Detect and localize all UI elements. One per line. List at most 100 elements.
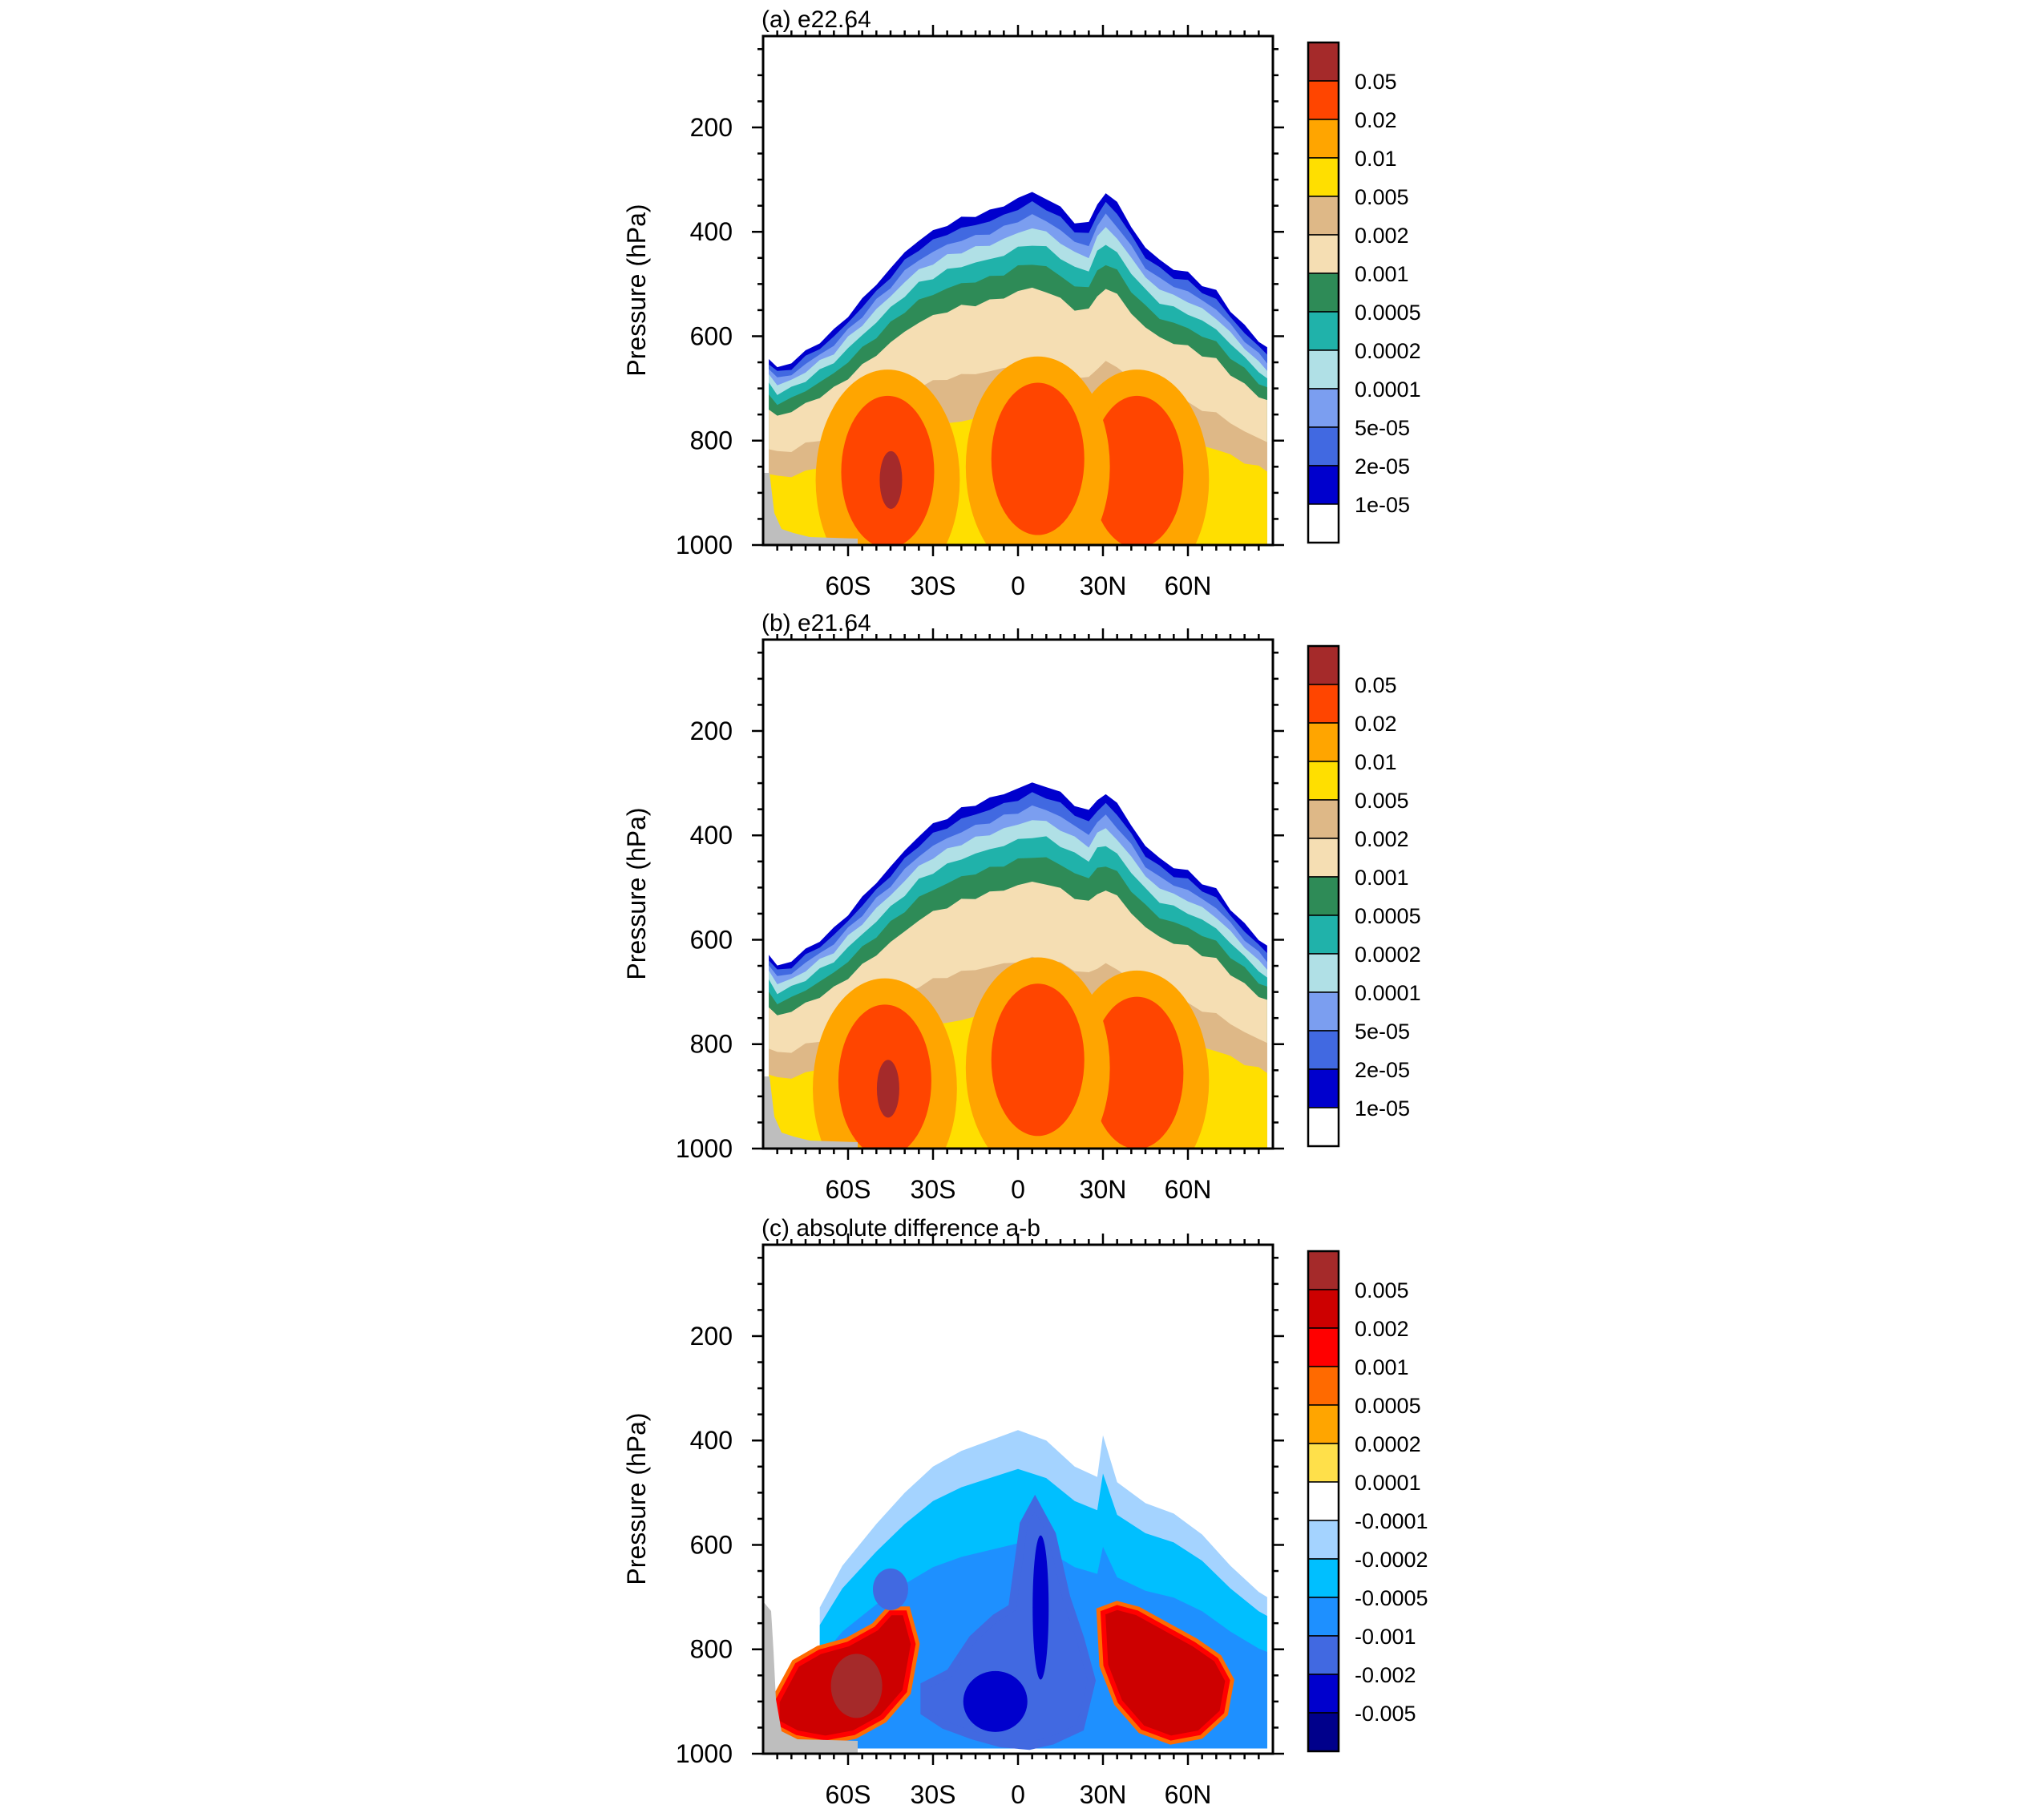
colorbar-frame xyxy=(1307,1250,1340,1753)
colorbar-label: -0.0002 xyxy=(1355,1548,1428,1572)
colorbar-label: -0.0001 xyxy=(1355,1509,1428,1533)
negative-peak xyxy=(1032,1535,1049,1680)
colorbar-box xyxy=(1307,1674,1339,1714)
x-tick-label: 0 xyxy=(1011,1780,1025,1805)
colorbar-box xyxy=(1307,388,1339,428)
y-tick-label: 200 xyxy=(690,717,733,745)
colorbar-label: 0.0002 xyxy=(1355,943,1421,967)
colorbar-box xyxy=(1307,503,1339,543)
panel-a-y-axis: 200 400 600 800 1000 xyxy=(676,48,1284,559)
x-tick-label: 30N xyxy=(1080,571,1127,600)
colorbar-box xyxy=(1307,1030,1339,1070)
y-tick-label: 1000 xyxy=(676,531,733,559)
positive-region xyxy=(1100,1605,1230,1741)
colorbar-box xyxy=(1307,915,1339,955)
colorbar-box xyxy=(1307,1289,1339,1329)
colorbar-box xyxy=(1307,80,1339,120)
colorbar-box xyxy=(1307,684,1339,724)
colorbar-label: 2e-05 xyxy=(1355,1058,1410,1082)
panel-b-title: (b) e21.64 xyxy=(761,610,871,636)
colorbar-label: 2e-05 xyxy=(1355,454,1410,479)
negative-peak xyxy=(963,1670,1028,1732)
colorbar-box xyxy=(1307,311,1339,351)
colorbar-label: 0.005 xyxy=(1355,1278,1409,1302)
colorbar-box xyxy=(1307,1712,1339,1752)
contour-core-peak xyxy=(876,1060,899,1118)
colorbar-box xyxy=(1307,273,1339,313)
colorbar-label: 0.0005 xyxy=(1355,301,1421,325)
colorbar-box xyxy=(1307,42,1339,82)
panel-b-x-axis: 60S 30S 0 30N 60N xyxy=(776,628,1260,1204)
y-tick-label: 800 xyxy=(690,1030,733,1059)
x-tick-label: 30S xyxy=(911,1780,956,1805)
panel-b-colorbar: 0.05 0.02 0.01 0.005 0.002 0.001 0.0005 0.0002 0… xyxy=(1307,644,1421,1148)
y-tick-label: 600 xyxy=(690,321,733,350)
contour-core-peak xyxy=(879,450,903,509)
panel-c-y-axis: 200 400 600 800 1000 xyxy=(676,1257,1284,1768)
x-tick-label: 60S xyxy=(826,571,871,600)
colorbar-box xyxy=(1307,876,1339,916)
colorbar-label: 0.0005 xyxy=(1355,904,1421,928)
negative-spot xyxy=(873,1568,908,1610)
x-tick-label: 60N xyxy=(1165,1175,1212,1204)
positive-peak xyxy=(830,1654,883,1718)
colorbar-label: 0.002 xyxy=(1355,827,1409,851)
y-tick-label: 1000 xyxy=(676,1134,733,1163)
colorbar-box xyxy=(1307,1558,1339,1598)
y-tick-label: 200 xyxy=(690,1322,733,1351)
panel-a-title: (a) e22.64 xyxy=(761,6,871,33)
x-tick-label: 60N xyxy=(1165,571,1212,600)
panel-c: (c) absolute difference a-b 200 400 600 800… xyxy=(622,1215,1428,1805)
panel-b-missing-data xyxy=(763,1076,858,1149)
y-tick-label: 1000 xyxy=(676,1739,733,1768)
colorbar-label: -0.0005 xyxy=(1355,1586,1428,1610)
colorbar-label: 0.01 xyxy=(1355,147,1397,171)
y-tick-label: 200 xyxy=(690,113,733,142)
colorbar-box xyxy=(1307,953,1339,993)
colorbar-label: 1e-05 xyxy=(1355,1096,1410,1121)
panel-b-ylabel: Pressure (hPa) xyxy=(622,807,651,979)
colorbar-box xyxy=(1307,349,1339,390)
x-tick-label: 60S xyxy=(826,1780,871,1805)
x-tick-label: 30N xyxy=(1080,1780,1127,1805)
y-tick-label: 800 xyxy=(690,1635,733,1664)
colorbar-label: 0.0001 xyxy=(1355,378,1421,402)
colorbar-label: 0.01 xyxy=(1355,750,1397,774)
colorbar-box xyxy=(1307,1107,1339,1147)
panel-c-title: (c) absolute difference a-b xyxy=(761,1215,1040,1242)
panel-b-layers xyxy=(769,782,1267,1149)
colorbar-box xyxy=(1307,991,1339,1032)
panel-b-plot xyxy=(763,640,1273,1149)
colorbar-label: 0.02 xyxy=(1355,712,1397,736)
y-tick-label: 400 xyxy=(690,1426,733,1455)
colorbar-label: -0.005 xyxy=(1355,1702,1416,1726)
contour-core xyxy=(991,382,1085,535)
colorbar-box xyxy=(1307,645,1339,685)
colorbar-box xyxy=(1307,838,1339,878)
panel-b-y-axis: 200 400 600 800 1000 xyxy=(676,652,1284,1163)
colorbar-label: 0.002 xyxy=(1355,224,1409,248)
panel-c-layers xyxy=(770,1430,1267,1750)
panel-c-plot xyxy=(763,1245,1273,1754)
colorbar-label: 0.001 xyxy=(1355,1355,1409,1379)
contour-core xyxy=(1090,395,1184,545)
negative-region xyxy=(920,1494,1097,1750)
colorbar-label: 0.002 xyxy=(1355,1317,1409,1341)
x-tick-label: 0 xyxy=(1011,1175,1025,1204)
colorbar-label: 0.001 xyxy=(1355,262,1409,286)
colorbar-label: 1e-05 xyxy=(1355,493,1410,517)
x-tick-label: 60N xyxy=(1165,1780,1212,1805)
colorbar-box xyxy=(1307,1520,1339,1560)
y-tick-label: 800 xyxy=(690,426,733,455)
colorbar-box xyxy=(1307,426,1339,466)
panel-c-x-axis: 60S 30S 0 30N 60N xyxy=(776,1234,1260,1805)
colorbar-label: -0.002 xyxy=(1355,1663,1416,1687)
colorbar-frame xyxy=(1307,41,1340,544)
y-tick-label: 600 xyxy=(690,1530,733,1559)
colorbar-box xyxy=(1307,1481,1339,1521)
colorbar-box xyxy=(1307,722,1339,762)
colorbar-label: 0.001 xyxy=(1355,866,1409,890)
